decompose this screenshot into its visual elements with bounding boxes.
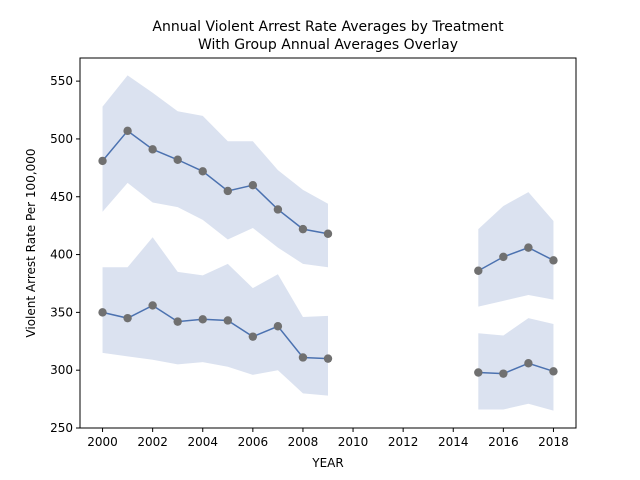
data-point xyxy=(248,180,258,190)
data-point xyxy=(173,155,182,164)
confidence-band-1-1 xyxy=(478,318,554,411)
data-point xyxy=(298,224,308,234)
series-line-1-0 xyxy=(102,304,329,360)
data-point xyxy=(499,252,508,262)
data-point xyxy=(98,308,107,317)
data-point xyxy=(173,317,182,326)
data-point xyxy=(123,126,132,136)
series-points xyxy=(98,126,558,378)
x-tick-label: 2010 xyxy=(338,435,369,449)
confidence-bands xyxy=(102,75,554,411)
x-tick-label: 2008 xyxy=(288,435,319,449)
data-point xyxy=(148,301,157,310)
data-point xyxy=(198,167,207,176)
data-point xyxy=(148,145,157,154)
data-point xyxy=(198,315,207,324)
data-point xyxy=(323,229,333,238)
y-tick-label: 500 xyxy=(50,132,73,146)
data-point xyxy=(273,322,283,331)
y-tick-label: 250 xyxy=(50,421,73,435)
x-tick-label: 2004 xyxy=(187,435,218,449)
data-point xyxy=(298,353,308,362)
chart-title: Annual Violent Arrest Rate Averages by T… xyxy=(152,19,504,35)
x-tick-label: 2006 xyxy=(238,435,269,449)
y-tick-label: 350 xyxy=(50,305,73,319)
data-point xyxy=(499,369,508,378)
series-lines xyxy=(101,129,554,375)
data-point xyxy=(248,332,258,341)
y-tick-label: 550 xyxy=(50,74,73,88)
x-tick-label: 2018 xyxy=(538,435,569,449)
y-tick-label: 400 xyxy=(50,248,73,262)
data-point xyxy=(223,186,232,196)
x-axis-ticks: 2000 2002 2004 2006 2008 2010 2012 2014 2016 2018 xyxy=(87,428,569,449)
data-point xyxy=(98,156,107,166)
data-point xyxy=(474,266,483,275)
data-point xyxy=(549,367,558,376)
data-point xyxy=(223,316,232,325)
data-point xyxy=(474,368,483,377)
confidence-band-0-1 xyxy=(478,192,554,307)
chart-subtitle: With Group Annual Averages Overlay xyxy=(198,37,458,53)
x-tick-label: 2012 xyxy=(388,435,419,449)
data-point xyxy=(524,243,533,252)
x-tick-label: 2000 xyxy=(87,435,118,449)
x-tick-label: 2014 xyxy=(438,435,469,449)
data-point xyxy=(323,354,333,363)
data-point xyxy=(273,205,283,214)
y-tick-label: 450 xyxy=(50,190,73,204)
y-axis-ticks: 250 300 350 400 450 500 550 xyxy=(50,74,80,435)
y-axis-label: Violent Arrest Rate Per 100,000 xyxy=(24,148,38,337)
data-point xyxy=(123,313,132,323)
data-point xyxy=(549,256,558,265)
data-point xyxy=(524,359,533,368)
x-tick-label: 2016 xyxy=(488,435,519,449)
confidence-band-1-0 xyxy=(102,237,328,396)
x-axis-label: YEAR xyxy=(311,456,343,470)
confidence-band-0-0 xyxy=(102,75,328,268)
plot-frame xyxy=(79,57,577,429)
series-line-0-1 xyxy=(477,246,554,272)
x-tick-label: 2002 xyxy=(137,435,168,449)
y-tick-label: 300 xyxy=(50,363,73,377)
series-line-1-1 xyxy=(478,362,554,375)
series-line-0-0 xyxy=(101,129,329,235)
